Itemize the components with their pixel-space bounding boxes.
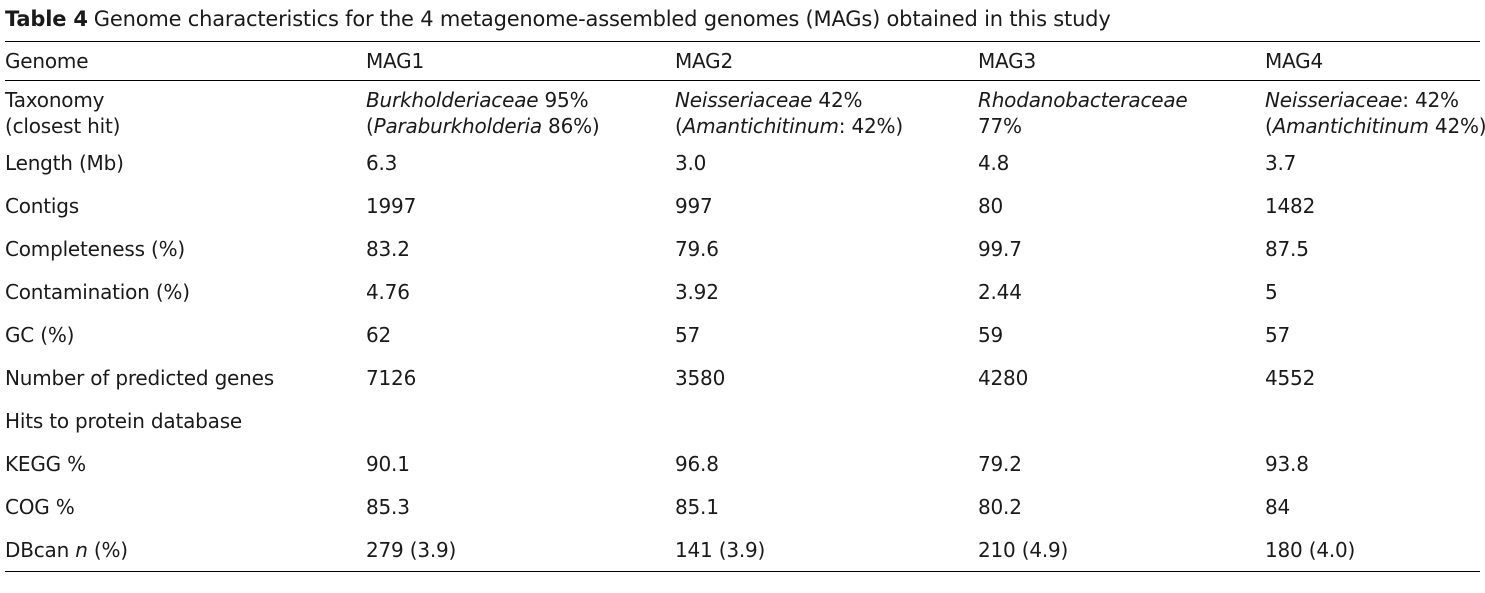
- taxon-genus-percent: 42%): [1428, 114, 1485, 138]
- table-row: GC (%) 62 57 59 57: [5, 313, 1480, 356]
- cell-mag3: 80: [978, 193, 1004, 218]
- row-label: Hits to protein database: [5, 408, 243, 433]
- cell-mag3: 4280: [978, 365, 1029, 390]
- taxon-genus: Amantichitinum: [1272, 114, 1429, 138]
- taxon-family: Burkholderiaceae: [366, 88, 539, 112]
- row-label: COG %: [5, 494, 75, 519]
- cell-mag2: 3.0: [675, 150, 707, 175]
- taxon-family: Neisseriaceae: [675, 88, 813, 112]
- taxonomy-mag4: Neisseriaceae: 42% (Amantichitinum 42%): [1265, 87, 1485, 139]
- row-label: Number of predicted genes: [5, 365, 274, 390]
- cell-mag4: 1482: [1265, 193, 1316, 218]
- taxon-prefix: (: [1265, 114, 1273, 138]
- cell-mag1: 4.76: [366, 279, 410, 304]
- table-container: Table 4 Genome characteristics for the 4 …: [5, 0, 1485, 572]
- taxon-genus-percent: 86%): [541, 114, 600, 138]
- cell-mag2: 57: [675, 322, 701, 347]
- row-label: KEGG %: [5, 451, 86, 476]
- taxon-genus-percent: : 42%): [838, 114, 903, 138]
- cell-mag4: 57: [1265, 322, 1291, 347]
- cell-mag1: 279 (3.9): [366, 537, 457, 562]
- cell-mag3: 2.44: [978, 279, 1022, 304]
- table-row: KEGG % 90.1 96.8 79.2 93.8: [5, 442, 1480, 485]
- cell-mag2: 79.6: [675, 236, 719, 261]
- row-label: Length (Mb): [5, 150, 124, 175]
- caption-text: Genome characteristics for the 4 metagen…: [93, 7, 1111, 31]
- taxon-prefix: (: [675, 114, 683, 138]
- taxonomy-label-line2: (closest hit): [5, 114, 121, 138]
- cell-mag1: 62: [366, 322, 392, 347]
- table-row: Completeness (%) 83.2 79.6 99.7 87.5: [5, 227, 1480, 270]
- cell-mag2: 141 (3.9): [675, 537, 766, 562]
- cell-mag2: 85.1: [675, 494, 719, 519]
- table-header-rule: [5, 80, 1480, 81]
- row-label: GC (%): [5, 322, 75, 347]
- cell-mag3: 99.7: [978, 236, 1022, 261]
- cell-mag4: 93.8: [1265, 451, 1309, 476]
- table-body: Length (Mb) 6.3 3.0 4.8 3.7 Contigs 1997…: [5, 141, 1480, 528]
- cell-mag1: 6.3: [366, 150, 398, 175]
- taxonomy-mag3: Rhodanobacteraceae 77%: [978, 87, 1265, 139]
- table-row-taxonomy: Taxonomy (closest hit) Burkholderiaceae …: [5, 81, 1485, 141]
- caption-label: Table 4: [5, 7, 88, 31]
- cell-mag2: 3.92: [675, 279, 719, 304]
- row-label: Completeness (%): [5, 236, 185, 261]
- table-row: Length (Mb) 6.3 3.0 4.8 3.7: [5, 141, 1480, 184]
- taxon-genus: Amantichitinum: [682, 114, 839, 138]
- row-label-dbcan: DBcan n (%): [5, 537, 366, 563]
- cell-mag2: 96.8: [675, 451, 719, 476]
- taxon-percent: 95%: [538, 88, 589, 112]
- cell-mag4: 84: [1265, 494, 1291, 519]
- cell-mag4: 3.7: [1265, 150, 1297, 175]
- cell-mag4: 4552: [1265, 365, 1316, 390]
- taxon-family: Neisseriaceae: [1265, 88, 1403, 112]
- cell-mag1: 1997: [366, 193, 417, 218]
- table-row: COG % 85.3 85.1 80.2 84: [5, 485, 1480, 528]
- taxon-percent: 42%: [812, 88, 863, 112]
- dbcan-label-n: n: [75, 537, 88, 562]
- header-mag4: MAG4: [1265, 49, 1324, 73]
- row-label-taxonomy: Taxonomy (closest hit): [5, 87, 366, 139]
- table-row: Contigs 1997 997 80 1482: [5, 184, 1480, 227]
- taxon-family: Rhodanobacteraceae: [978, 88, 1188, 112]
- cell-mag1: 90.1: [366, 451, 410, 476]
- header-mag2: MAG2: [675, 49, 734, 73]
- cell-mag4: 180 (4.0): [1265, 537, 1356, 562]
- table-row: Hits to protein database: [5, 399, 1480, 442]
- table-row-dbcan: DBcan n (%) 279 (3.9) 141 (3.9) 210 (4.9…: [5, 528, 1480, 571]
- header-mag3: MAG3: [978, 49, 1037, 73]
- cell-mag4: 5: [1265, 279, 1278, 304]
- cell-mag2: 997: [675, 193, 713, 218]
- dbcan-label-prefix: DBcan: [5, 537, 76, 562]
- header-genome: Genome: [5, 49, 89, 73]
- table-row: Number of predicted genes 7126 3580 4280…: [5, 356, 1480, 399]
- cell-mag3: 59: [978, 322, 1004, 347]
- cell-mag2: 3580: [675, 365, 726, 390]
- cell-mag3: 79.2: [978, 451, 1022, 476]
- table-top-rule: [5, 41, 1480, 42]
- dbcan-label-suffix: (%): [87, 537, 128, 562]
- taxonomy-label-line1: Taxonomy: [5, 88, 105, 112]
- row-label: Contamination (%): [5, 279, 190, 304]
- cell-mag1: 83.2: [366, 236, 410, 261]
- cell-mag4: 87.5: [1265, 236, 1309, 261]
- cell-mag1: 7126: [366, 365, 417, 390]
- row-label: Contigs: [5, 193, 79, 218]
- table-caption: Table 4 Genome characteristics for the 4 …: [5, 0, 1480, 38]
- cell-mag3: 4.8: [978, 150, 1010, 175]
- taxon-prefix: 77%: [978, 114, 1022, 138]
- table-header-row: Genome MAG1 MAG2 MAG3 MAG4: [5, 42, 1480, 80]
- taxon-percent: : 42%: [1402, 88, 1459, 112]
- table-bottom-rule: [5, 571, 1480, 572]
- taxon-genus: Paraburkholderia: [373, 114, 542, 138]
- cell-mag3: 210 (4.9): [978, 537, 1069, 562]
- table-row: Contamination (%) 4.76 3.92 2.44 5: [5, 270, 1480, 313]
- taxonomy-mag2: Neisseriaceae 42% (Amantichitinum: 42%): [675, 87, 978, 139]
- taxon-prefix: (: [366, 114, 374, 138]
- cell-mag1: 85.3: [366, 494, 410, 519]
- header-mag1: MAG1: [366, 49, 425, 73]
- cell-mag3: 80.2: [978, 494, 1022, 519]
- taxonomy-mag1: Burkholderiaceae 95% (Paraburkholderia 8…: [366, 87, 675, 139]
